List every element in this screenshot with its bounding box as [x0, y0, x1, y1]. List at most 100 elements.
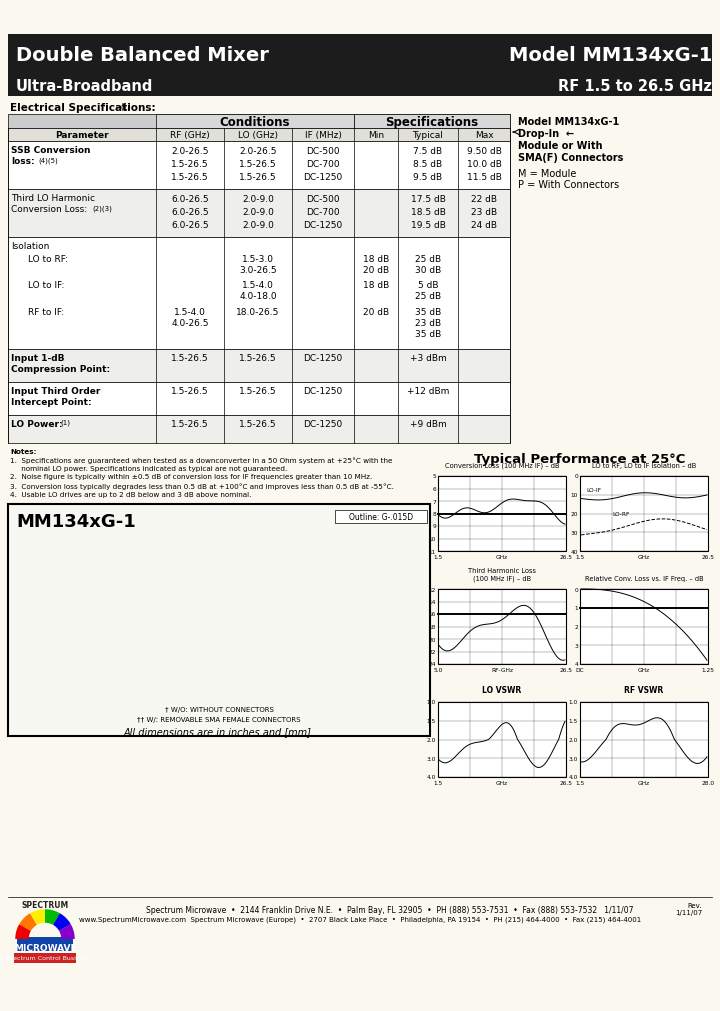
Text: 26.5: 26.5	[559, 554, 572, 559]
Text: loss:: loss:	[11, 157, 35, 166]
Text: (1): (1)	[60, 420, 70, 426]
Text: P = With Connectors: P = With Connectors	[518, 180, 619, 190]
Text: 1.25: 1.25	[701, 667, 714, 672]
Text: 6: 6	[433, 486, 436, 491]
Text: (2)(3): (2)(3)	[92, 205, 112, 211]
Text: Input Third Order: Input Third Order	[11, 386, 100, 395]
Text: 4.0: 4.0	[427, 774, 436, 779]
Text: 1.5-26.5: 1.5-26.5	[171, 354, 209, 363]
Text: 1.5-26.5: 1.5-26.5	[171, 386, 209, 395]
Text: Drop-In  ←: Drop-In ←	[518, 128, 574, 139]
Text: 1.5-26.5: 1.5-26.5	[239, 173, 276, 182]
Text: Notes:: Notes:	[10, 449, 37, 455]
Text: 25 dB: 25 dB	[415, 255, 441, 264]
Bar	[8, 75, 712, 97]
Text: †† W/: REMOVABLE SMA FEMALE CONNECTORS: †† W/: REMOVABLE SMA FEMALE CONNECTORS	[138, 716, 301, 722]
Text: 0: 0	[575, 474, 578, 479]
Text: 18.0-26.5: 18.0-26.5	[236, 307, 279, 316]
Text: DC-700: DC-700	[306, 160, 340, 169]
Text: 7: 7	[432, 499, 436, 504]
Text: DC-500: DC-500	[306, 195, 340, 204]
Text: 2.0: 2.0	[569, 737, 578, 742]
Text: LO (GHz): LO (GHz)	[238, 130, 278, 140]
Text: 0: 0	[575, 587, 578, 591]
Text: 20 dB: 20 dB	[363, 307, 389, 316]
Text: 1.5: 1.5	[575, 554, 585, 559]
Text: www.SpectrumMicrowave.com  Spectrum Microwave (Europe)  •  2707 Black Lake Place: www.SpectrumMicrowave.com Spectrum Micro…	[79, 916, 641, 923]
Text: DC-1250: DC-1250	[303, 220, 343, 229]
Text: Module or With: Module or With	[518, 141, 603, 151]
Text: 20: 20	[428, 637, 436, 642]
Text: (1): (1)	[120, 103, 131, 112]
Text: 1.5: 1.5	[433, 554, 443, 559]
Text: A Spectrum Control Business: A Spectrum Control Business	[0, 955, 91, 960]
Text: LO Power:: LO Power:	[11, 420, 63, 429]
Text: 18: 18	[428, 625, 436, 630]
Text: 22: 22	[428, 649, 436, 654]
Text: 2.0-9.0: 2.0-9.0	[242, 220, 274, 229]
Text: DC: DC	[576, 667, 585, 672]
Text: DC-700: DC-700	[306, 208, 340, 216]
Text: Typical Performance at 25°C: Typical Performance at 25°C	[474, 453, 685, 465]
Bar	[156, 115, 354, 128]
Text: 4.  Usable LO drives are up to 2 dB below and 3 dB above nominal.: 4. Usable LO drives are up to 2 dB below…	[10, 491, 251, 497]
Text: Input 1-dB: Input 1-dB	[11, 354, 65, 363]
Text: 3: 3	[575, 643, 578, 648]
Text: 1.5: 1.5	[575, 780, 585, 786]
Text: LO to RF:: LO to RF:	[28, 255, 68, 264]
Bar	[580, 589, 708, 664]
Text: 12: 12	[428, 587, 436, 591]
Text: † W/O: WITHOUT CONNECTORS: † W/O: WITHOUT CONNECTORS	[165, 707, 274, 713]
Bar	[8, 238, 510, 350]
Text: 5: 5	[432, 474, 436, 479]
Text: 16: 16	[428, 612, 436, 617]
Text: DC-1250: DC-1250	[303, 420, 343, 429]
Text: Max: Max	[474, 130, 493, 140]
Text: 40: 40	[570, 549, 578, 554]
Text: Third LO Harmonic: Third LO Harmonic	[11, 194, 95, 203]
Text: 10.0 dB: 10.0 dB	[467, 160, 501, 169]
Text: RF (GHz): RF (GHz)	[170, 130, 210, 140]
Text: DC-500: DC-500	[306, 147, 340, 156]
Text: 25 dB: 25 dB	[415, 292, 441, 300]
Text: 5.0: 5.0	[433, 667, 443, 672]
Text: Isolation: Isolation	[11, 242, 50, 251]
Text: 26.5: 26.5	[559, 780, 572, 786]
Text: 1.5-26.5: 1.5-26.5	[239, 160, 276, 169]
Text: 1: 1	[575, 606, 578, 611]
Text: 3.0: 3.0	[569, 756, 578, 761]
Text: Parameter: Parameter	[55, 130, 109, 140]
Text: 10: 10	[571, 492, 578, 497]
Bar	[8, 416, 510, 444]
Text: GHz: GHz	[638, 554, 650, 559]
Text: 18 dB: 18 dB	[363, 281, 389, 290]
Text: 11.5 dB: 11.5 dB	[467, 173, 501, 182]
Text: LO to IF:: LO to IF:	[28, 281, 64, 290]
Text: 11: 11	[428, 549, 436, 554]
Text: 3.0: 3.0	[427, 756, 436, 761]
Bar	[8, 350, 510, 382]
Text: RF to IF:: RF to IF:	[28, 307, 64, 316]
Text: 2.0-9.0: 2.0-9.0	[242, 195, 274, 204]
Text: (4)(5): (4)(5)	[38, 157, 58, 164]
Text: 23 dB: 23 dB	[471, 208, 497, 216]
Text: 1.5-26.5: 1.5-26.5	[239, 420, 276, 429]
Text: SMA(F) Connectors: SMA(F) Connectors	[518, 153, 624, 163]
Text: 6.0-26.5: 6.0-26.5	[171, 208, 209, 216]
Text: RF VSWR: RF VSWR	[624, 685, 664, 695]
Text: 1.5: 1.5	[427, 719, 436, 724]
Bar	[17, 937, 73, 951]
Bar	[8, 142, 510, 190]
Text: 1.5: 1.5	[433, 780, 443, 786]
Text: 19.5 dB: 19.5 dB	[410, 220, 446, 229]
Text: LO-RF: LO-RF	[612, 512, 629, 517]
Text: GHz: GHz	[496, 780, 508, 786]
Bar	[8, 128, 510, 142]
Text: 8.5 dB: 8.5 dB	[413, 160, 443, 169]
Text: 35 dB: 35 dB	[415, 330, 441, 339]
Text: 1.5-4.0: 1.5-4.0	[242, 281, 274, 290]
Text: 2.  Noise figure is typically within ±0.5 dB of conversion loss for IF frequenci: 2. Noise figure is typically within ±0.5…	[10, 474, 372, 480]
Text: SPECTRUM: SPECTRUM	[22, 900, 68, 909]
Text: 1.5-26.5: 1.5-26.5	[171, 420, 209, 429]
Text: DC-1250: DC-1250	[303, 354, 343, 363]
